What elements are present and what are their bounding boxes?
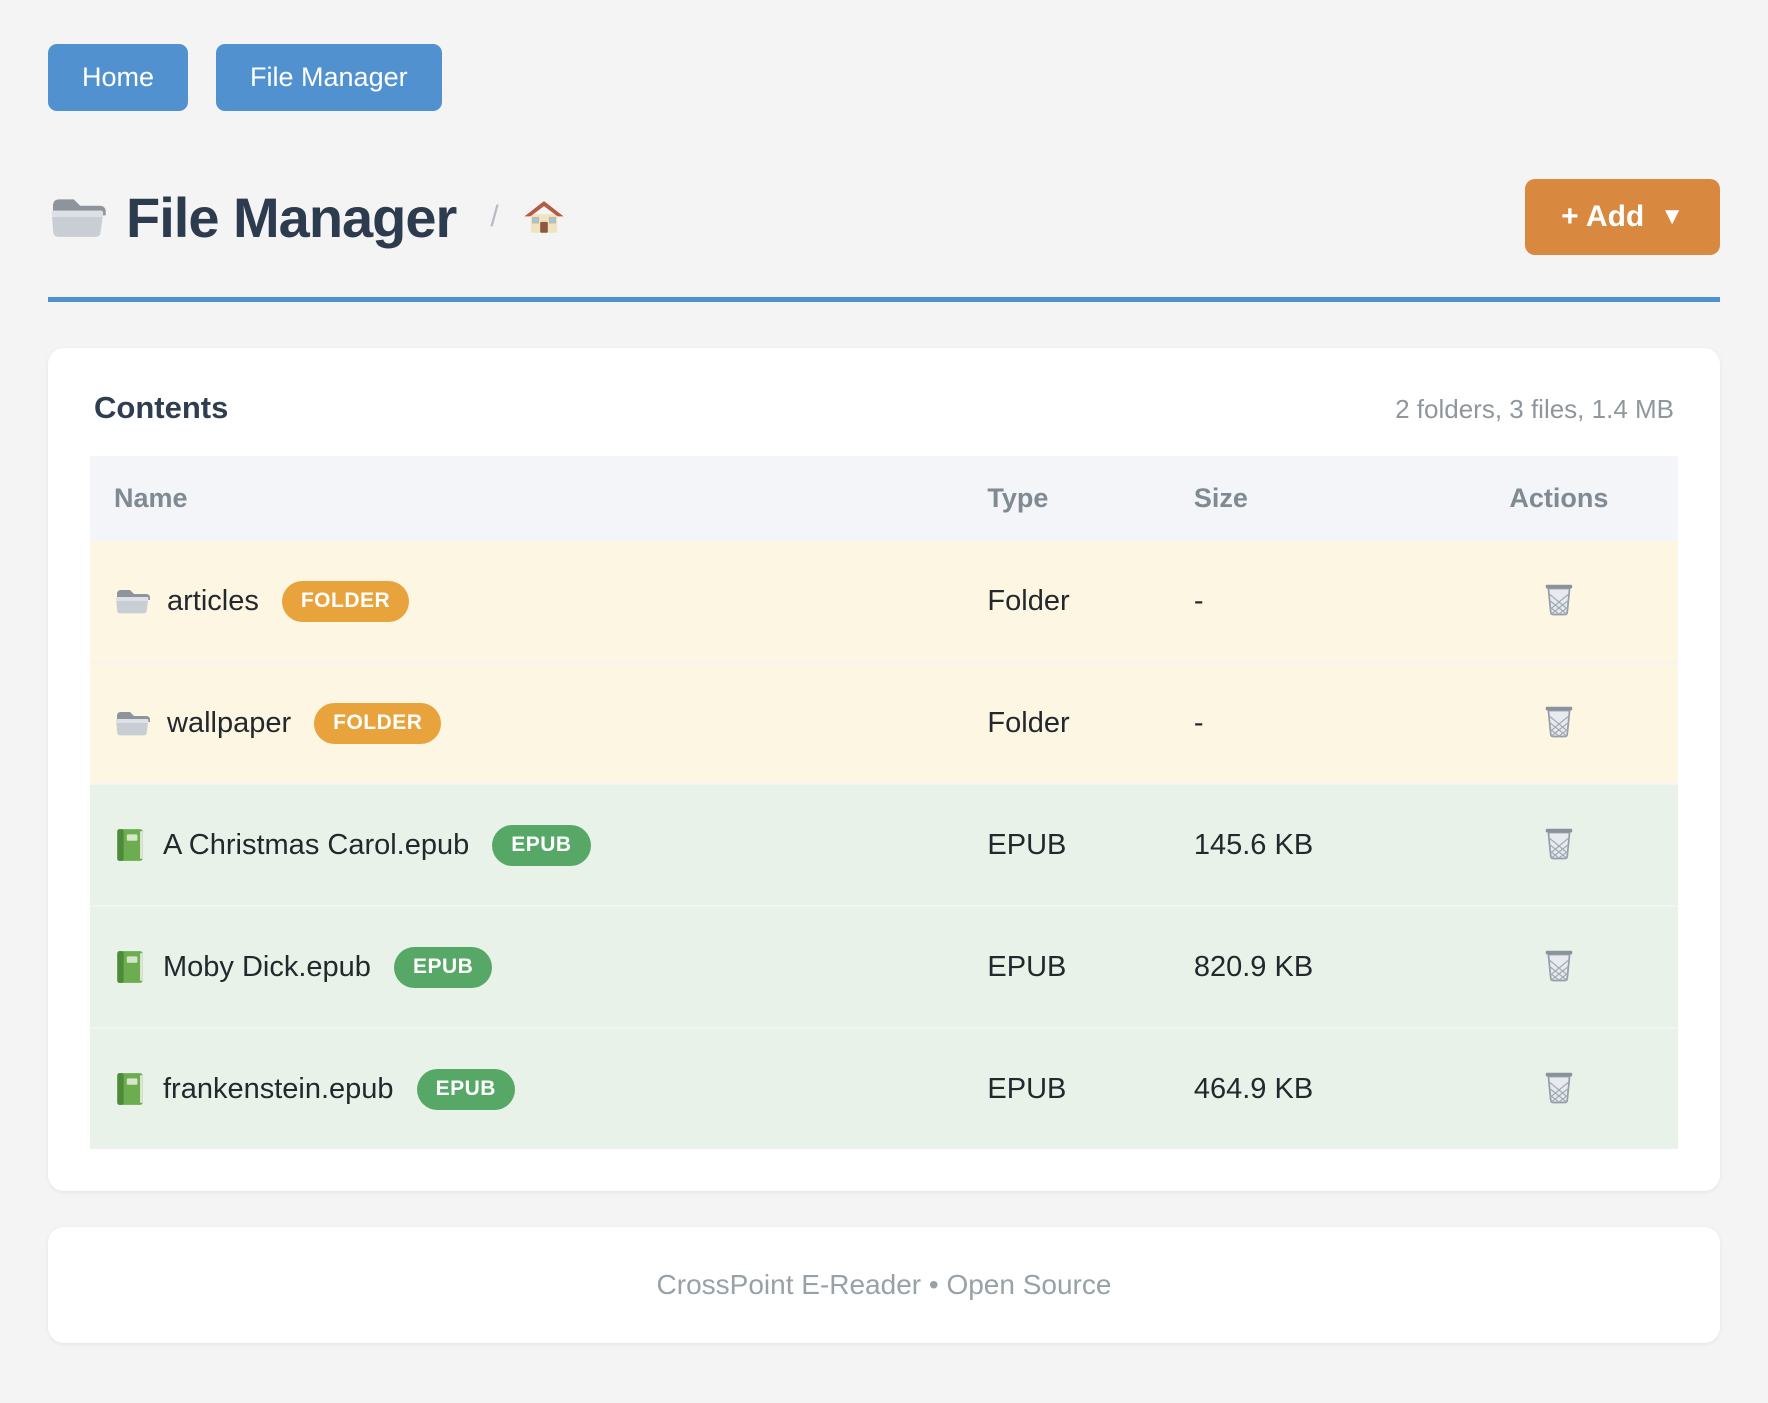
nav-file-manager-button[interactable]: File Manager bbox=[216, 44, 442, 111]
row-type: Folder bbox=[963, 541, 1170, 661]
book-icon bbox=[114, 827, 146, 863]
row-size: 464.9 KB bbox=[1169, 1027, 1440, 1149]
page-header: File Manager / + Add ▼ bbox=[48, 179, 1720, 255]
footer: CrossPoint E-Reader • Open Source bbox=[48, 1227, 1720, 1343]
table-row[interactable]: Moby Dick.epub EPUB EPUB 820.9 KB bbox=[90, 905, 1678, 1027]
row-size: - bbox=[1169, 661, 1440, 783]
trash-icon bbox=[1543, 580, 1575, 616]
trash-icon bbox=[1543, 1068, 1575, 1104]
type-badge: FOLDER bbox=[314, 702, 442, 744]
row-name[interactable]: wallpaper bbox=[167, 706, 292, 739]
table-row[interactable]: A Christmas Carol.epub EPUB EPUB 145.6 K… bbox=[90, 783, 1678, 905]
footer-text: CrossPoint E-Reader • Open Source bbox=[656, 1269, 1112, 1300]
book-icon bbox=[114, 1071, 146, 1107]
row-name[interactable]: Moby Dick.epub bbox=[163, 950, 371, 983]
column-header-name: Name bbox=[90, 456, 964, 541]
trash-icon bbox=[1543, 946, 1575, 982]
top-nav: Home File Manager bbox=[48, 44, 1720, 111]
file-table: Name Type Size Actions articles FOLDER F… bbox=[90, 456, 1678, 1149]
row-type: EPUB bbox=[963, 783, 1170, 905]
row-type: EPUB bbox=[963, 1027, 1170, 1149]
table-row[interactable]: frankenstein.epub EPUB EPUB 464.9 KB bbox=[90, 1027, 1678, 1149]
table-header-row: Name Type Size Actions bbox=[90, 456, 1678, 541]
row-name[interactable]: frankenstein.epub bbox=[163, 1072, 394, 1105]
delete-button[interactable] bbox=[1541, 822, 1577, 862]
page-title: File Manager bbox=[126, 185, 457, 249]
contents-summary: 2 folders, 3 files, 1.4 MB bbox=[1395, 394, 1674, 424]
type-badge: EPUB bbox=[393, 946, 493, 988]
row-type: EPUB bbox=[963, 905, 1170, 1027]
delete-button[interactable] bbox=[1541, 1066, 1577, 1106]
header-divider bbox=[48, 297, 1720, 302]
row-size: - bbox=[1169, 541, 1440, 661]
table-row[interactable]: articles FOLDER Folder - bbox=[90, 541, 1678, 661]
row-size: 145.6 KB bbox=[1169, 783, 1440, 905]
type-badge: EPUB bbox=[416, 1068, 515, 1110]
delete-button[interactable] bbox=[1541, 944, 1577, 984]
book-icon bbox=[114, 949, 146, 985]
row-type: Folder bbox=[963, 661, 1170, 783]
delete-button[interactable] bbox=[1541, 700, 1577, 740]
table-row[interactable]: wallpaper FOLDER Folder - bbox=[90, 661, 1678, 783]
row-name[interactable]: articles bbox=[167, 584, 259, 617]
nav-home-button[interactable]: Home bbox=[48, 44, 189, 111]
add-button[interactable]: + Add ▼ bbox=[1525, 179, 1720, 255]
folder-icon bbox=[48, 193, 106, 241]
column-header-type: Type bbox=[963, 456, 1170, 541]
row-size: 820.9 KB bbox=[1169, 905, 1440, 1027]
trash-icon bbox=[1543, 702, 1575, 738]
type-badge: FOLDER bbox=[281, 580, 410, 622]
breadcrumb-separator: / bbox=[490, 200, 499, 233]
folder-icon bbox=[114, 586, 150, 616]
contents-card: Contents 2 folders, 3 files, 1.4 MB Name… bbox=[48, 348, 1720, 1191]
type-badge: EPUB bbox=[492, 824, 591, 866]
column-header-actions: Actions bbox=[1439, 456, 1678, 541]
caret-down-icon: ▼ bbox=[1660, 203, 1684, 230]
trash-icon bbox=[1543, 824, 1575, 860]
folder-icon bbox=[114, 708, 150, 738]
delete-button[interactable] bbox=[1541, 578, 1577, 618]
contents-title: Contents bbox=[94, 390, 229, 425]
add-button-label: + Add bbox=[1561, 200, 1645, 233]
column-header-size: Size bbox=[1169, 456, 1440, 541]
house-icon[interactable] bbox=[523, 199, 565, 236]
row-name[interactable]: A Christmas Carol.epub bbox=[163, 828, 470, 861]
